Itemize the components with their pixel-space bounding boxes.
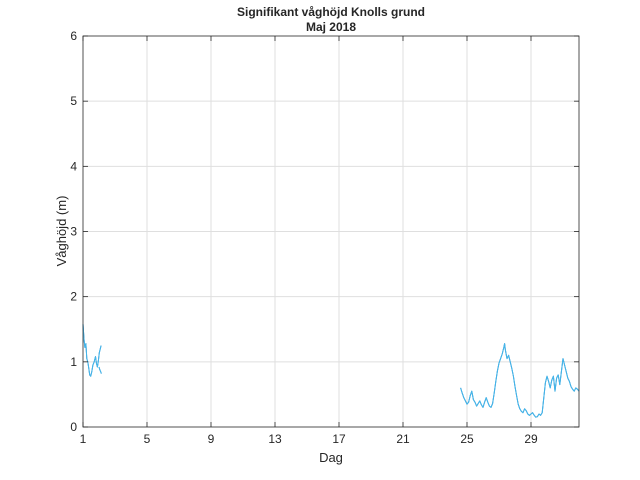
wave-height-line	[460, 343, 580, 418]
x-tick-labels: 1 5 9 13 17 21 25 29	[80, 432, 538, 446]
y-tick-label: 4	[70, 159, 77, 173]
x-tick-label: 9	[208, 432, 215, 446]
y-tick-label: 3	[70, 225, 77, 239]
x-tick-label: 17	[332, 432, 346, 446]
wave-height-line-overlay	[460, 343, 580, 418]
y-tick-label: 0	[70, 420, 77, 434]
y-tick-label: 2	[70, 290, 77, 304]
y-tick-labels: 0 1 2 3 4 5 6	[70, 29, 77, 434]
x-tick-label: 13	[268, 432, 282, 446]
x-axis-label: Dag	[319, 450, 343, 465]
series-lines	[82, 323, 580, 418]
x-tick-label: 5	[144, 432, 151, 446]
chart-title: Signifikant våghöjd Knolls grund	[237, 5, 425, 19]
y-tick-label: 6	[70, 29, 77, 43]
wave-height-line-overlay	[82, 323, 102, 377]
x-tick-label: 25	[460, 432, 474, 446]
grid-lines	[83, 36, 579, 427]
wave-height-line-overlay	[98, 366, 102, 374]
y-tick-label: 5	[70, 94, 77, 108]
x-tick-label: 29	[524, 432, 538, 446]
x-tick-label: 1	[80, 432, 87, 446]
x-tick-label: 21	[396, 432, 410, 446]
y-axis-label: Våghöjd (m)	[54, 196, 69, 267]
chart-subtitle: Maj 2018	[306, 20, 356, 34]
tick-marks	[82, 35, 579, 428]
y-tick-label: 1	[70, 355, 77, 369]
